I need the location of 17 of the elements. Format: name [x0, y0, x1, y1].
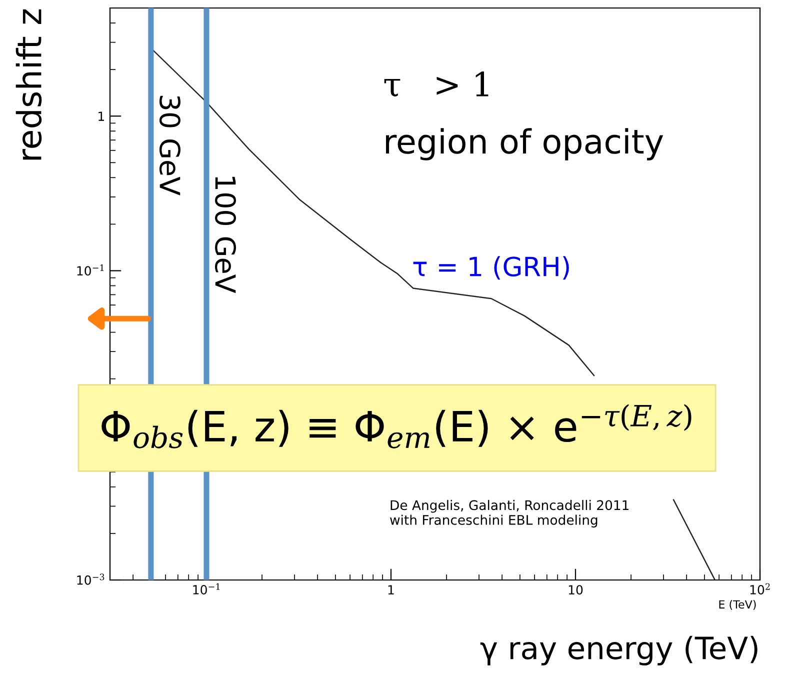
text: E (TeV): [719, 600, 756, 610]
x-tick-label: 1: [388, 585, 394, 594]
annotation: τ = 1 (GRH): [413, 256, 569, 280]
y-tick-label: 10$^{−1}$: [77, 264, 104, 276]
x-tick-label: 10$^{−1}$: [193, 583, 220, 594]
annotation: Φ$_{obs}$(E, z) ≡ Φ$_{em}$(E) × e$^{−τ(E,z)}$: [102, 404, 692, 448]
y-tick-label: 1: [98, 112, 104, 121]
ref-line-label: 30 GeV: [159, 96, 180, 196]
y-tick-label: 10$^{−3}$: [77, 574, 104, 585]
annotation: region of opacity: [386, 128, 664, 160]
y-axis-title: redshift z: [16, 9, 42, 160]
x-axis-title: γ ray energy (TeV): [480, 636, 758, 666]
annotation: τ > 1: [384, 72, 488, 96]
annotation: De Angelis, Galanti, Roncadelli 2011 with Franceschini EBL modeling: [390, 500, 628, 528]
x-tick-label: 10$^{2}$: [750, 583, 770, 594]
ref-line-label: 100 GeV: [215, 176, 236, 294]
x-tick-label: 10: [568, 585, 583, 595]
